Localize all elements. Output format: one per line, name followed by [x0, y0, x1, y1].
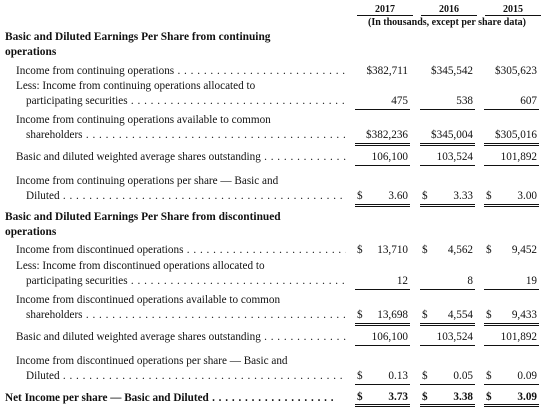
discontinued-available-line2: shareholders [16, 308, 346, 323]
net-income-2016: $3.38 [420, 391, 475, 407]
discontinued-shares-2016: 103,524 [420, 330, 475, 346]
discontinued-less-2017: 12 [355, 274, 410, 290]
year-header-2017: 2017 [355, 4, 415, 16]
continuing-less-2015: 607 [484, 94, 539, 110]
continuing-available-line2: shareholders [16, 128, 346, 143]
discontinued-shares-label: Basic and diluted weighted average share… [16, 330, 346, 345]
continuing-per-share-2017: $3.60 [355, 189, 410, 207]
continuing-section-title: Basic and Diluted Earnings Per Share fro… [5, 30, 340, 60]
net-income-label: Net Income per share — Basic and Diluted [5, 391, 335, 406]
discontinued-less-2015: 19 [484, 274, 539, 290]
discontinued-income-2017: $13,710 [357, 244, 408, 256]
continuing-shares-2016: 103,524 [420, 150, 475, 166]
continuing-less-label: Less: Income from continuing operations … [16, 79, 346, 109]
continuing-per-share-2016: $3.33 [420, 189, 475, 207]
discontinued-shares-2015: 101,892 [484, 330, 539, 346]
continuing-per-share-label: Income from continuing operations per sh… [16, 174, 346, 204]
continuing-shares-2017: 106,100 [355, 150, 410, 166]
continuing-shares-2015: 101,892 [484, 150, 539, 166]
continuing-less-2017: 475 [355, 94, 410, 110]
continuing-available-2015: $305,016 [484, 128, 539, 146]
continuing-per-share-2015: $3.00 [484, 189, 539, 207]
continuing-title-line1: Basic and Diluted Earnings Per Share fro… [5, 31, 271, 43]
discontinued-available-label: Income from discontinued operations avai… [16, 293, 346, 323]
discontinued-less-label: Less: Income from discontinued operation… [16, 259, 346, 289]
units-caption: (In thousands, except per share data) [368, 17, 526, 28]
discontinued-income-2016: $4,562 [422, 244, 473, 256]
continuing-available-line1: Income from continuing operations availa… [16, 114, 271, 126]
discontinued-section-title: Basic and Diluted Earnings Per Share fro… [5, 210, 340, 240]
continuing-per-share-line1: Income from continuing operations per sh… [16, 175, 279, 187]
discontinued-income-2015: $9,452 [486, 244, 537, 256]
continuing-shares-text: Basic and diluted weighted average share… [16, 150, 346, 165]
continuing-per-share-line2: Diluted [16, 189, 346, 204]
continuing-title-line2: operations [5, 46, 57, 58]
continuing-less-line2: participating securities [16, 94, 346, 109]
discontinued-per-share-2015: $0.09 [484, 369, 539, 385]
discontinued-available-2015: $9,433 [484, 308, 539, 326]
discontinued-less-line1: Less: Income from discontinued operation… [16, 260, 265, 272]
net-income-2015: $3.09 [484, 391, 539, 407]
continuing-income-text: Income from continuing operations [16, 64, 346, 79]
year-header-2016: 2016 [419, 4, 479, 16]
discontinued-available-line1: Income from discontinued operations avai… [16, 294, 281, 306]
discontinued-available-2016: $4,554 [420, 308, 475, 326]
continuing-available-2016: $345,004 [420, 128, 475, 146]
continuing-shares-label: Basic and diluted weighted average share… [16, 150, 346, 165]
continuing-available-label: Income from continuing operations availa… [16, 113, 346, 143]
continuing-income-label: Income from continuing operations [16, 64, 346, 79]
year-header-2015: 2015 [483, 4, 541, 16]
discontinued-title-line1: Basic and Diluted Earnings Per Share fro… [5, 211, 281, 223]
continuing-income-2016: $345,542 [431, 65, 473, 77]
discontinued-shares-2017: 106,100 [355, 330, 410, 346]
continuing-income-2015: $305,623 [495, 65, 537, 77]
discontinued-per-share-2017: $0.13 [355, 369, 410, 385]
discontinued-shares-text: Basic and diluted weighted average share… [16, 330, 346, 345]
discontinued-title-line2: operations [5, 226, 57, 238]
discontinued-per-share-label: Income from discontinued operations per … [16, 354, 346, 384]
discontinued-income-label: Income from discontinued operations [16, 243, 346, 258]
continuing-available-2017: $382,236 [355, 128, 410, 146]
continuing-income-2017: $382,711 [366, 65, 408, 77]
continuing-less-2016: 538 [420, 94, 475, 110]
net-income-2017: $3.73 [355, 391, 410, 407]
discontinued-per-share-2016: $0.05 [420, 369, 475, 385]
discontinued-per-share-line2: Diluted [16, 369, 346, 384]
discontinued-available-2017: $13,698 [355, 308, 410, 326]
discontinued-income-text: Income from discontinued operations [16, 243, 346, 258]
discontinued-less-line2: participating securities [16, 274, 346, 289]
net-income-text: Net Income per share — Basic and Diluted [5, 391, 335, 406]
discontinued-per-share-line1: Income from discontinued operations per … [16, 355, 288, 367]
discontinued-less-2016: 8 [420, 274, 475, 290]
continuing-less-line1: Less: Income from continuing operations … [16, 80, 256, 92]
